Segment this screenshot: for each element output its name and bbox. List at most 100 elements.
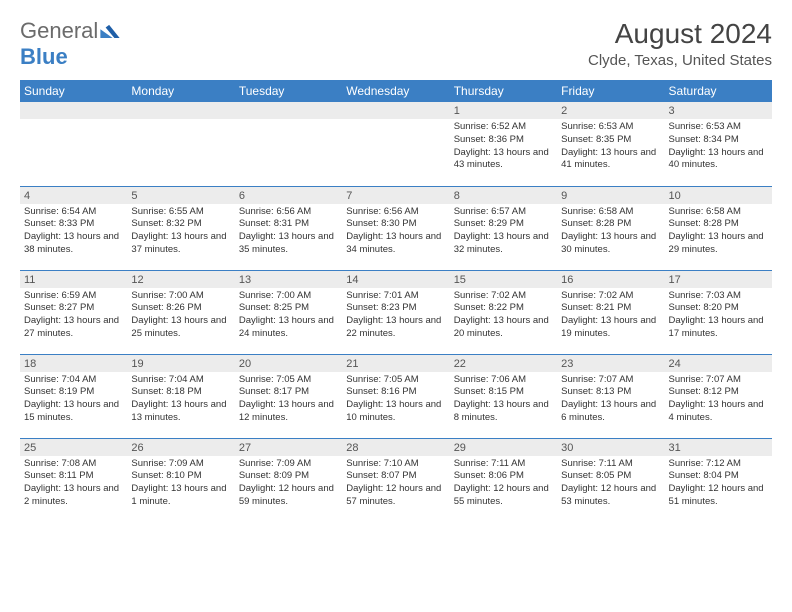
day-number: 14 bbox=[342, 271, 449, 288]
day-details: Sunrise: 6:59 AMSunset: 8:27 PMDaylight:… bbox=[20, 288, 127, 343]
day-details: Sunrise: 6:56 AMSunset: 8:30 PMDaylight:… bbox=[342, 204, 449, 259]
day-cell: 9Sunrise: 6:58 AMSunset: 8:28 PMDaylight… bbox=[557, 186, 664, 270]
dow-thu: Thursday bbox=[450, 80, 557, 102]
day-details: Sunrise: 6:57 AMSunset: 8:29 PMDaylight:… bbox=[450, 204, 557, 259]
day-cell: 22Sunrise: 7:06 AMSunset: 8:15 PMDayligh… bbox=[450, 354, 557, 438]
day-number: 6 bbox=[235, 187, 342, 204]
day-number: 26 bbox=[127, 439, 234, 456]
day-number: 13 bbox=[235, 271, 342, 288]
dow-wed: Wednesday bbox=[342, 80, 449, 102]
empty-day bbox=[20, 102, 127, 119]
day-number: 11 bbox=[20, 271, 127, 288]
day-cell: 17Sunrise: 7:03 AMSunset: 8:20 PMDayligh… bbox=[665, 270, 772, 354]
day-cell: 21Sunrise: 7:05 AMSunset: 8:16 PMDayligh… bbox=[342, 354, 449, 438]
day-number: 23 bbox=[557, 355, 664, 372]
day-cell: 31Sunrise: 7:12 AMSunset: 8:04 PMDayligh… bbox=[665, 438, 772, 522]
day-number: 28 bbox=[342, 439, 449, 456]
day-details: Sunrise: 6:58 AMSunset: 8:28 PMDaylight:… bbox=[665, 204, 772, 259]
day-cell: 16Sunrise: 7:02 AMSunset: 8:21 PMDayligh… bbox=[557, 270, 664, 354]
day-number: 15 bbox=[450, 271, 557, 288]
day-cell: 14Sunrise: 7:01 AMSunset: 8:23 PMDayligh… bbox=[342, 270, 449, 354]
day-details: Sunrise: 7:11 AMSunset: 8:05 PMDaylight:… bbox=[557, 456, 664, 511]
day-cell bbox=[127, 102, 234, 186]
day-cell: 30Sunrise: 7:11 AMSunset: 8:05 PMDayligh… bbox=[557, 438, 664, 522]
day-cell bbox=[342, 102, 449, 186]
day-details: Sunrise: 7:08 AMSunset: 8:11 PMDaylight:… bbox=[20, 456, 127, 511]
day-details: Sunrise: 7:09 AMSunset: 8:10 PMDaylight:… bbox=[127, 456, 234, 511]
day-number: 2 bbox=[557, 102, 664, 119]
day-cell: 27Sunrise: 7:09 AMSunset: 8:09 PMDayligh… bbox=[235, 438, 342, 522]
calendar-body: 1Sunrise: 6:52 AMSunset: 8:36 PMDaylight… bbox=[20, 102, 772, 522]
day-cell: 2Sunrise: 6:53 AMSunset: 8:35 PMDaylight… bbox=[557, 102, 664, 186]
day-number: 27 bbox=[235, 439, 342, 456]
day-details: Sunrise: 7:06 AMSunset: 8:15 PMDaylight:… bbox=[450, 372, 557, 427]
day-number: 20 bbox=[235, 355, 342, 372]
dow-row: Sunday Monday Tuesday Wednesday Thursday… bbox=[20, 80, 772, 102]
day-number: 21 bbox=[342, 355, 449, 372]
day-cell bbox=[235, 102, 342, 186]
day-details: Sunrise: 7:02 AMSunset: 8:21 PMDaylight:… bbox=[557, 288, 664, 343]
week-row: 18Sunrise: 7:04 AMSunset: 8:19 PMDayligh… bbox=[20, 354, 772, 438]
day-details: Sunrise: 7:05 AMSunset: 8:16 PMDaylight:… bbox=[342, 372, 449, 427]
day-number: 16 bbox=[557, 271, 664, 288]
day-details: Sunrise: 6:54 AMSunset: 8:33 PMDaylight:… bbox=[20, 204, 127, 259]
day-cell: 24Sunrise: 7:07 AMSunset: 8:12 PMDayligh… bbox=[665, 354, 772, 438]
day-details: Sunrise: 7:07 AMSunset: 8:12 PMDaylight:… bbox=[665, 372, 772, 427]
day-cell: 20Sunrise: 7:05 AMSunset: 8:17 PMDayligh… bbox=[235, 354, 342, 438]
day-number: 9 bbox=[557, 187, 664, 204]
day-number: 17 bbox=[665, 271, 772, 288]
week-row: 1Sunrise: 6:52 AMSunset: 8:36 PMDaylight… bbox=[20, 102, 772, 186]
day-number: 29 bbox=[450, 439, 557, 456]
empty-day bbox=[235, 102, 342, 119]
day-cell: 29Sunrise: 7:11 AMSunset: 8:06 PMDayligh… bbox=[450, 438, 557, 522]
day-number: 7 bbox=[342, 187, 449, 204]
day-details: Sunrise: 7:12 AMSunset: 8:04 PMDaylight:… bbox=[665, 456, 772, 511]
day-number: 1 bbox=[450, 102, 557, 119]
day-details: Sunrise: 6:53 AMSunset: 8:34 PMDaylight:… bbox=[665, 119, 772, 174]
dow-fri: Friday bbox=[557, 80, 664, 102]
week-row: 11Sunrise: 6:59 AMSunset: 8:27 PMDayligh… bbox=[20, 270, 772, 354]
day-cell: 13Sunrise: 7:00 AMSunset: 8:25 PMDayligh… bbox=[235, 270, 342, 354]
title-block: August 2024 Clyde, Texas, United States bbox=[588, 18, 772, 69]
day-details: Sunrise: 7:07 AMSunset: 8:13 PMDaylight:… bbox=[557, 372, 664, 427]
location: Clyde, Texas, United States bbox=[588, 52, 772, 69]
week-row: 25Sunrise: 7:08 AMSunset: 8:11 PMDayligh… bbox=[20, 438, 772, 522]
logo: GeneralBlue bbox=[20, 18, 120, 70]
day-number: 24 bbox=[665, 355, 772, 372]
day-number: 12 bbox=[127, 271, 234, 288]
week-row: 4Sunrise: 6:54 AMSunset: 8:33 PMDaylight… bbox=[20, 186, 772, 270]
day-cell: 8Sunrise: 6:57 AMSunset: 8:29 PMDaylight… bbox=[450, 186, 557, 270]
dow-mon: Monday bbox=[127, 80, 234, 102]
day-number: 3 bbox=[665, 102, 772, 119]
day-details: Sunrise: 6:56 AMSunset: 8:31 PMDaylight:… bbox=[235, 204, 342, 259]
day-details: Sunrise: 7:11 AMSunset: 8:06 PMDaylight:… bbox=[450, 456, 557, 511]
day-details: Sunrise: 7:04 AMSunset: 8:19 PMDaylight:… bbox=[20, 372, 127, 427]
day-details: Sunrise: 7:10 AMSunset: 8:07 PMDaylight:… bbox=[342, 456, 449, 511]
month-title: August 2024 bbox=[588, 18, 772, 50]
day-cell: 18Sunrise: 7:04 AMSunset: 8:19 PMDayligh… bbox=[20, 354, 127, 438]
day-details: Sunrise: 6:58 AMSunset: 8:28 PMDaylight:… bbox=[557, 204, 664, 259]
day-cell: 6Sunrise: 6:56 AMSunset: 8:31 PMDaylight… bbox=[235, 186, 342, 270]
day-number: 18 bbox=[20, 355, 127, 372]
day-cell: 23Sunrise: 7:07 AMSunset: 8:13 PMDayligh… bbox=[557, 354, 664, 438]
day-cell: 12Sunrise: 7:00 AMSunset: 8:26 PMDayligh… bbox=[127, 270, 234, 354]
day-details: Sunrise: 7:00 AMSunset: 8:25 PMDaylight:… bbox=[235, 288, 342, 343]
day-cell: 11Sunrise: 6:59 AMSunset: 8:27 PMDayligh… bbox=[20, 270, 127, 354]
day-cell: 28Sunrise: 7:10 AMSunset: 8:07 PMDayligh… bbox=[342, 438, 449, 522]
day-details: Sunrise: 7:05 AMSunset: 8:17 PMDaylight:… bbox=[235, 372, 342, 427]
day-details: Sunrise: 6:52 AMSunset: 8:36 PMDaylight:… bbox=[450, 119, 557, 174]
day-number: 25 bbox=[20, 439, 127, 456]
day-details: Sunrise: 6:53 AMSunset: 8:35 PMDaylight:… bbox=[557, 119, 664, 174]
day-details: Sunrise: 7:09 AMSunset: 8:09 PMDaylight:… bbox=[235, 456, 342, 511]
day-number: 30 bbox=[557, 439, 664, 456]
day-number: 22 bbox=[450, 355, 557, 372]
day-number: 19 bbox=[127, 355, 234, 372]
day-number: 10 bbox=[665, 187, 772, 204]
day-details: Sunrise: 7:04 AMSunset: 8:18 PMDaylight:… bbox=[127, 372, 234, 427]
day-details: Sunrise: 7:00 AMSunset: 8:26 PMDaylight:… bbox=[127, 288, 234, 343]
day-cell: 7Sunrise: 6:56 AMSunset: 8:30 PMDaylight… bbox=[342, 186, 449, 270]
day-number: 4 bbox=[20, 187, 127, 204]
day-cell: 15Sunrise: 7:02 AMSunset: 8:22 PMDayligh… bbox=[450, 270, 557, 354]
day-details: Sunrise: 7:01 AMSunset: 8:23 PMDaylight:… bbox=[342, 288, 449, 343]
day-cell: 1Sunrise: 6:52 AMSunset: 8:36 PMDaylight… bbox=[450, 102, 557, 186]
